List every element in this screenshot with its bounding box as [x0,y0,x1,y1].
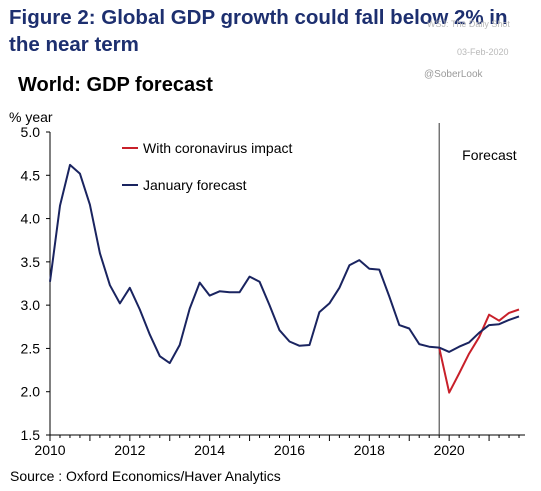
legend-label-coronavirus-impact: With coronavirus impact [143,140,292,156]
series-line-coronavirus-impact [438,308,520,394]
watermark-handle: @SoberLook [424,69,483,80]
y-axis-label: % year [9,109,53,125]
x-tick-label: 2010 [34,442,65,458]
y-tick-label: 2.5 [21,340,41,356]
forecast-label: Forecast [462,147,517,163]
x-tick-label: 2016 [274,442,305,458]
figure-title: Figure 2: Global GDP growth could fall b… [9,6,508,56]
source-note: Source : Oxford Economics/Haver Analytic… [10,468,281,484]
x-tick-label: 2020 [434,442,465,458]
chart-title: World: GDP forecast [18,74,213,96]
legend-label-january-forecast: January forecast [143,177,247,193]
x-tick-label: 2018 [354,442,385,458]
y-tick-label: 3.0 [21,297,41,313]
x-tick-label: 2014 [194,442,225,458]
x-tick-label: 2012 [114,442,145,458]
y-tick-label: 5.0 [21,124,41,140]
y-tick-label: 4.0 [21,211,41,227]
y-tick-label: 2.0 [21,384,41,400]
y-tick-label: 3.5 [21,254,41,270]
watermark-date: 03-Feb-2020 [457,47,509,57]
watermark-publication: WSJ: The Daily Shot [427,19,510,29]
y-tick-label: 4.5 [21,167,41,183]
y-tick-label: 1.5 [21,427,41,443]
series-line-january-forecast [49,163,520,365]
